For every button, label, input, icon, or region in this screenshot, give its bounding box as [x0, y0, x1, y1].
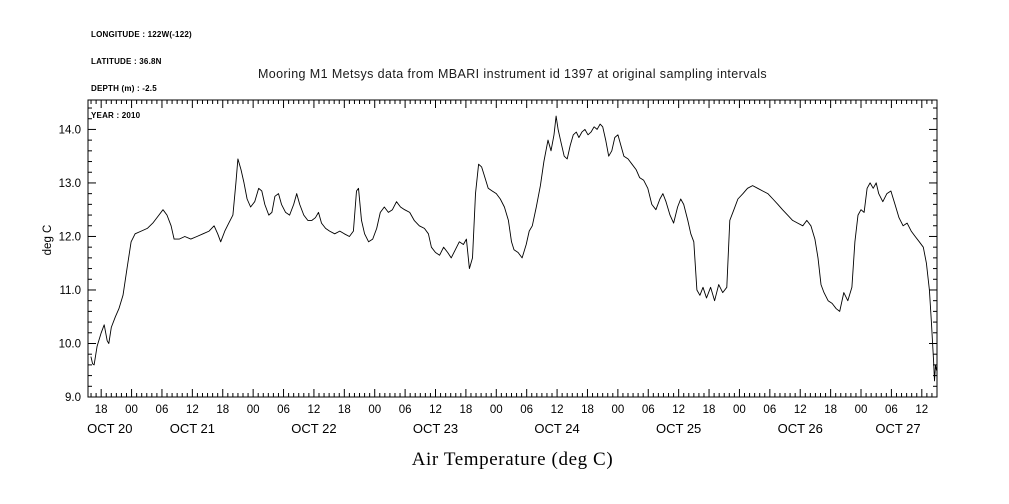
- date-labels: OCT 20 OCT 21 OCT 22 OCT 23 OCT 24 OCT 25 OCT …: [87, 421, 920, 436]
- date-label: OCT 20: [87, 421, 132, 436]
- x-tick-label: 12: [551, 404, 564, 416]
- axis-ticks: [88, 100, 938, 398]
- meta-depth: DEPTH (m) : -2.5: [91, 84, 157, 93]
- x-tick-label: 00: [247, 404, 260, 416]
- date-label: OCT 23: [413, 421, 458, 436]
- x-tick-label: 00: [368, 404, 381, 416]
- x-tick-label: 06: [763, 404, 776, 416]
- x-tick-label: 18: [95, 404, 108, 416]
- axes-box: [87, 99, 938, 398]
- x-tick-label: 06: [520, 404, 533, 416]
- meta-latitude: LATITUDE : 36.8N: [91, 57, 162, 66]
- x-tick-label: 00: [125, 404, 138, 416]
- y-tick-label: 11.0: [59, 285, 81, 297]
- x-tick-label: 18: [824, 404, 837, 416]
- x-tick-label: 00: [611, 404, 624, 416]
- date-label: OCT 24: [534, 421, 579, 436]
- x-tick-label: 00: [855, 404, 868, 416]
- x-tick-label: 12: [308, 404, 321, 416]
- x-tick-label: 12: [915, 404, 928, 416]
- x-tick-label: 18: [459, 404, 472, 416]
- x-tick-label: 18: [703, 404, 716, 416]
- x-tick-label: 12: [429, 404, 442, 416]
- x-tick-label: 18: [581, 404, 594, 416]
- x-tick-label: 12: [794, 404, 807, 416]
- y-tick-label: 9.0: [65, 392, 81, 404]
- x-tick-label: 06: [399, 404, 412, 416]
- x-tick-label: 06: [277, 404, 290, 416]
- x-tick-label: 18: [216, 404, 229, 416]
- date-label: OCT 26: [778, 421, 823, 436]
- chart-title: Mooring M1 Metsys data from MBARI instru…: [257, 67, 768, 81]
- date-label: OCT 22: [291, 421, 336, 436]
- meta-year: YEAR : 2010: [91, 111, 141, 120]
- y-tick-label: 10.0: [59, 338, 81, 350]
- x-tick-label: 18: [338, 404, 351, 416]
- x-tick-label: 00: [733, 404, 746, 416]
- x-axis-title: Air Temperature (deg C): [411, 449, 614, 470]
- x-tick-label: 06: [885, 404, 898, 416]
- date-label: OCT 25: [656, 421, 701, 436]
- series-line: [90, 115, 937, 382]
- x-tick-label: 06: [156, 404, 169, 416]
- header-metadata: LONGITUDE : 122W(-122) LATITUDE : 36.8N …: [91, 12, 192, 138]
- y-tick-label: 13.0: [59, 178, 81, 190]
- axis-tick-labels: 18 00 06 12 18 00 06 12 18 00 06 12 18 00 06 12 18 00 06 12…: [59, 124, 929, 416]
- x-tick-label: 00: [490, 404, 503, 416]
- y-tick-label: 12.0: [59, 231, 81, 243]
- x-tick-label: 06: [642, 404, 655, 416]
- date-label: OCT 21: [170, 421, 215, 436]
- y-tick-label: 14.0: [59, 124, 81, 136]
- x-tick-label: 12: [672, 404, 685, 416]
- date-label: OCT 27: [875, 421, 920, 436]
- meta-longitude: LONGITUDE : 122W(-122): [91, 30, 192, 39]
- x-tick-label: 12: [186, 404, 199, 416]
